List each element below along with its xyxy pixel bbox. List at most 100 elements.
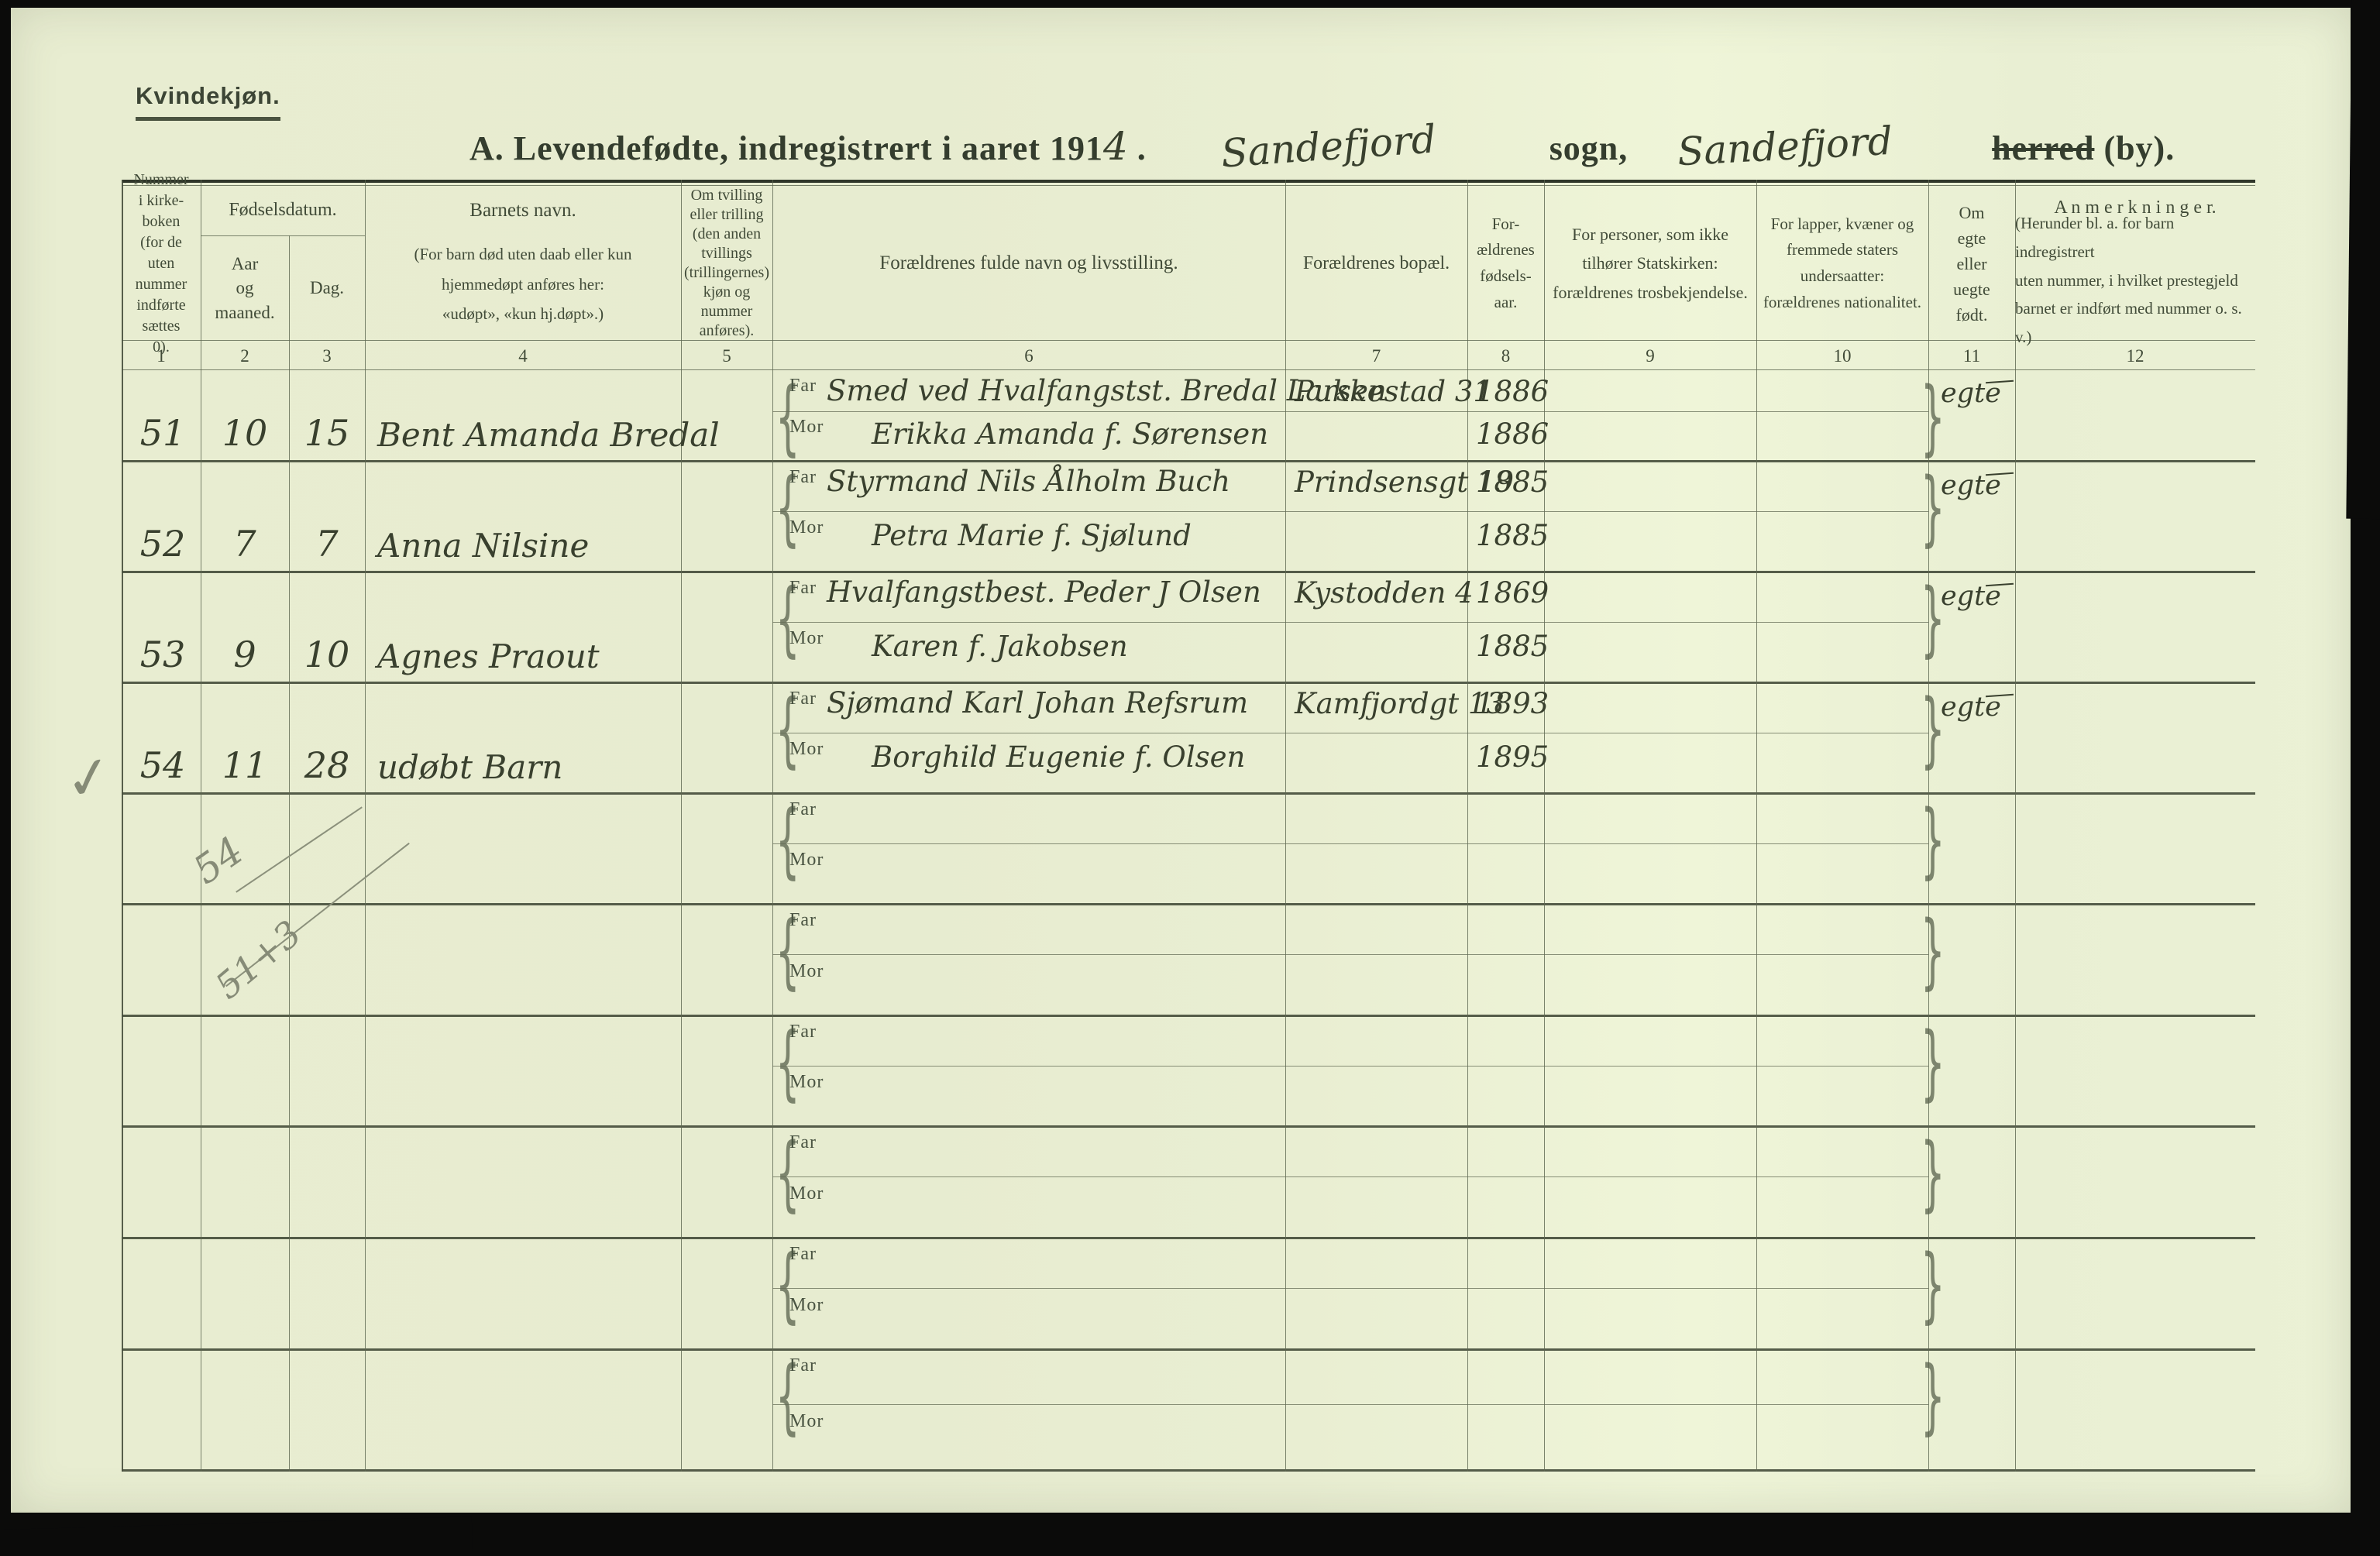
birthdate-group-rule: [201, 235, 365, 236]
father-label: Far: [789, 375, 817, 396]
cell-residence: Kamfjordgt 13: [1295, 687, 1505, 721]
register-table: Nummer i kirke- boken (for de uten numme…: [122, 171, 2255, 1472]
col-rule: [1467, 180, 1468, 1472]
cell-mother: Karen f. Jakobsen: [872, 629, 1128, 663]
father-label: Far: [789, 1021, 817, 1042]
scan-edge-shadow-right: [2346, 0, 2380, 520]
row-separator: [122, 1015, 2255, 1017]
far-mor-open-brace: {: [775, 1125, 800, 1221]
far-mor-close-brace: }: [1920, 1125, 1945, 1221]
far-mor-open-brace: {: [775, 570, 800, 666]
far-mor-divider: [772, 621, 1928, 623]
header-remarks-note: (Herunder bl. a. for barn indregistrert …: [2015, 214, 2242, 347]
col-number: 10: [1833, 346, 1852, 366]
col-rule: [1285, 180, 1286, 1472]
far-mor-open-brace: {: [775, 1236, 800, 1332]
cell-father: Smed ved Hvalfangstst. Bredal Larsen: [827, 373, 1387, 407]
mother-label: Mor: [789, 417, 824, 438]
col-number: 7: [1371, 346, 1381, 366]
form-title: A. Levendefødte, indregistrert i aaret 1…: [469, 116, 2175, 176]
cell-mother-birthyear: 1886: [1476, 417, 1549, 452]
parish-name-handwritten: Sandefjord: [1219, 116, 1438, 177]
father-label: Far: [789, 909, 817, 930]
row-separator: [122, 571, 2255, 573]
herred-label-struck: herred: [1992, 129, 2095, 167]
table-row: { } Far Mor: [122, 792, 2255, 903]
col-number: 4: [518, 346, 528, 366]
cell-child-name: Anna Nilsine: [377, 527, 590, 565]
far-mor-open-brace: {: [775, 1348, 800, 1444]
mother-label: Mor: [789, 517, 824, 538]
cell-mother: Erikka Amanda f. Sørensen: [872, 417, 1269, 452]
header-parents-residence: Forældrenes bopæl.: [1302, 252, 1450, 273]
far-mor-divider: [772, 1403, 1928, 1405]
mother-label: Mor: [789, 960, 824, 981]
mother-label: Mor: [789, 628, 824, 649]
cell-record-number: 52: [139, 523, 186, 565]
far-mor-divider: [772, 411, 1928, 413]
cell-birth-day: 10: [304, 634, 350, 675]
table-row: { } Far Mor 52 7 7 Anna Nilsine Styrmand…: [122, 460, 2255, 571]
herred-name-handwritten: Sandefjord: [1676, 118, 1894, 175]
far-mor-open-brace: {: [775, 792, 800, 888]
col-number: 1: [156, 346, 166, 366]
header-year-month: Aar og maaned.: [215, 254, 275, 322]
far-mor-divider: [772, 1065, 1928, 1067]
cell-child-name: Agnes Praout: [377, 637, 600, 675]
title-year-handwritten: 4: [1102, 124, 1128, 169]
title-period: .: [1127, 129, 1147, 167]
father-label: Far: [789, 577, 817, 598]
header-number-in-churchbook: Nummer i kirke- boken (for de uten numme…: [133, 171, 188, 356]
father-label: Far: [789, 466, 817, 487]
numbers-bottom-rule: [122, 369, 2255, 370]
header-parents-name: Forældrenes fulde navn og livsstilling.: [879, 252, 1178, 274]
cell-father: Styrmand Nils Ålholm Buch: [827, 464, 1230, 498]
cell-father-birthyear: 1885: [1476, 465, 1549, 500]
far-mor-open-brace: {: [775, 369, 800, 465]
cell-mother-birthyear: 1885: [1476, 629, 1549, 663]
cell-residence: Pukkestad 31: [1295, 374, 1491, 408]
cell-record-number: 53: [139, 634, 186, 675]
header-remarks: A n m e r k n i n g e r.: [2054, 197, 2217, 218]
col-number: 5: [722, 346, 731, 366]
far-mor-divider: [772, 510, 1928, 512]
row-separator: [122, 682, 2255, 684]
col-rule: [1756, 180, 1757, 1472]
row-separator: [122, 1348, 2255, 1351]
table-row: { } Far Mor: [122, 903, 2255, 1015]
col-number: 6: [1024, 346, 1034, 366]
table-row: { } Far Mor: [122, 1125, 2255, 1237]
mother-label: Mor: [789, 1183, 824, 1204]
col-number: 9: [1646, 346, 1655, 366]
father-label: Far: [789, 1132, 817, 1152]
header-nationality: For lapper, kvæner og fremmede staters u…: [1763, 214, 1922, 311]
header-bottom-rule: [122, 340, 2255, 341]
cell-legitimacy: egte: [1941, 691, 2001, 723]
cell-father: Sjømand Karl Johan Refsrum: [827, 685, 1249, 720]
far-mor-open-brace: {: [775, 681, 800, 777]
table-top-border-thin: [122, 185, 2255, 186]
col-number: 3: [322, 346, 332, 366]
cell-father-birthyear: 1869: [1476, 576, 1549, 610]
header-child-name-note: (For barn død uten daab eller kun hjemme…: [414, 244, 632, 324]
cell-child-name: udøbt Barn: [377, 748, 563, 786]
header-birthdate-group: Fødselsdatum.: [229, 199, 337, 220]
far-mor-close-brace: }: [1920, 902, 1945, 998]
far-mor-divider: [772, 1288, 1928, 1290]
col-number: 11: [1962, 346, 1981, 366]
mother-label: Mor: [789, 1072, 824, 1093]
far-mor-close-brace: }: [1920, 1014, 1945, 1110]
table-row: { } Far Mor: [122, 1015, 2255, 1125]
title-printed-text: A. Levendefødte, indregistrert i aaret 1…: [469, 129, 1103, 167]
table-row: { } Far Mor 54 11 28 udøbt Barn Sjømand …: [122, 682, 2255, 792]
far-mor-close-brace: }: [1920, 1348, 1945, 1444]
cell-birth-month: 11: [222, 744, 268, 786]
mother-label: Mor: [789, 850, 824, 871]
col-rule: [1928, 180, 1929, 1472]
cell-mother-birthyear: 1895: [1476, 740, 1549, 774]
table-row: { } Far Mor: [122, 1237, 2255, 1348]
father-label: Far: [789, 1243, 817, 1264]
header-religion: For personer, som ikke tilhører Statskir…: [1553, 224, 1748, 302]
header-day: Dag.: [309, 278, 345, 298]
cell-birth-day: 7: [315, 523, 339, 565]
